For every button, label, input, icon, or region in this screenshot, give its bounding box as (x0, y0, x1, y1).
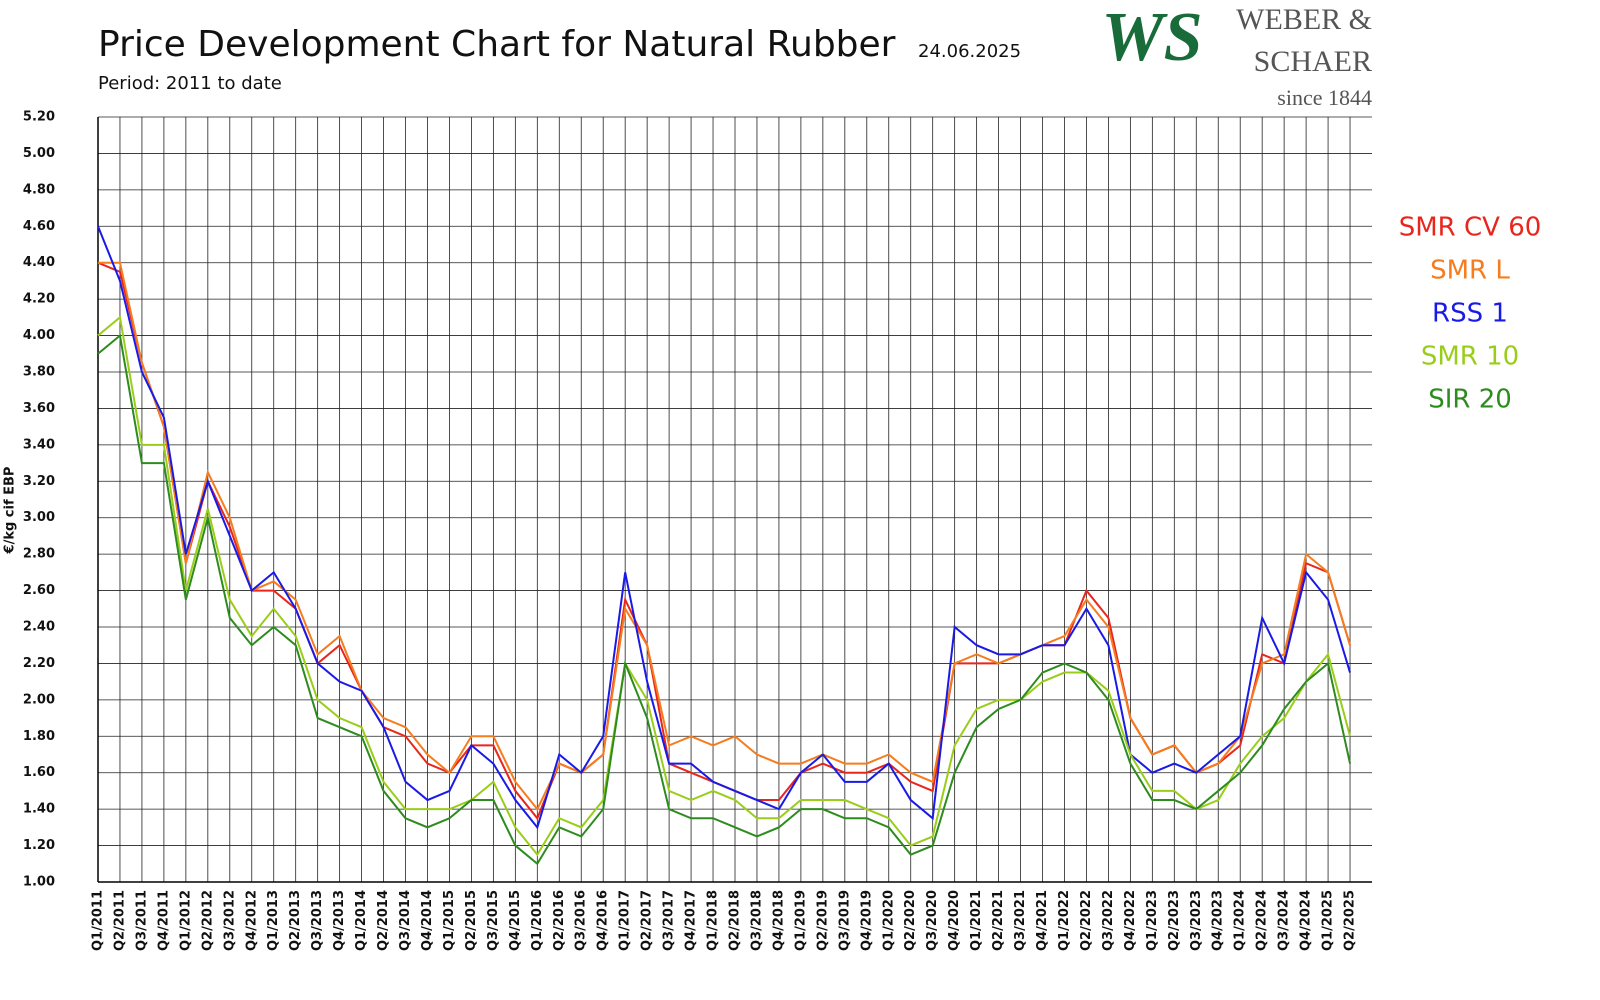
x-tick-label: Q2/2024 (1255, 890, 1270, 951)
x-tick-label: Q1/2023 (1145, 890, 1160, 951)
x-tick-label: Q2/2022 (1079, 890, 1094, 951)
y-tick-label: 4.00 (23, 328, 55, 343)
series-line (97, 261, 1351, 821)
y-tick-label: 4.80 (23, 182, 55, 197)
x-tick-label: Q1/2017 (618, 890, 633, 951)
x-tick-label: Q1/2024 (1233, 890, 1248, 951)
series-line (98, 261, 1351, 812)
x-tick-label: Q2/2020 (903, 890, 918, 951)
x-tick-label: Q2/2018 (728, 890, 743, 951)
x-tick-label: Q4/2016 (596, 890, 611, 951)
logo-since: since 1844 (1277, 85, 1372, 110)
x-tick-label: Q3/2024 (1277, 890, 1292, 951)
x-tick-label: Q1/2019 (793, 890, 808, 951)
x-tick-label: Q2/2012 (200, 890, 215, 951)
x-tick-label: Q2/2017 (640, 890, 655, 951)
y-tick-label: 5.00 (23, 146, 55, 161)
y-tick-label: 1.20 (23, 838, 55, 853)
chart-subtitle: Period: 2011 to date (98, 73, 282, 94)
logo-mark: WS (1101, 0, 1202, 76)
x-tick-label: Q3/2012 (222, 890, 237, 951)
x-tick-label: Q4/2013 (332, 890, 347, 951)
x-tick-label: Q4/2022 (1123, 890, 1138, 951)
y-tick-label: 2.60 (23, 583, 55, 598)
y-tick-label: 1.00 (23, 875, 55, 890)
x-tick-label: Q2/2013 (288, 890, 303, 951)
x-tick-label: Q2/2014 (376, 890, 391, 951)
legend-entry: SIR 20 (1428, 385, 1512, 415)
x-tick-label: Q4/2023 (1211, 890, 1226, 951)
y-tick-label: 4.60 (23, 219, 55, 234)
x-tick-label: Q1/2020 (881, 890, 896, 951)
x-tick-label: Q4/2024 (1299, 890, 1314, 951)
chart-title: Price Development Chart for Natural Rubb… (98, 24, 896, 65)
y-axis-label: €/kg cif EBP (3, 467, 18, 555)
x-tick-label: Q1/2022 (1057, 890, 1072, 951)
x-tick-label: Q4/2020 (947, 890, 962, 951)
x-tick-label: Q3/2015 (486, 890, 501, 951)
y-tick-label: 3.80 (23, 365, 55, 380)
y-tick-label: 2.00 (23, 692, 55, 707)
y-tick-label: 2.40 (23, 620, 55, 635)
x-tick-label: Q1/2018 (706, 890, 721, 951)
series-line (97, 225, 1351, 830)
x-tick-label: Q4/2021 (1035, 890, 1050, 951)
x-tick-label: Q2/2023 (1167, 890, 1182, 951)
x-tick-label: Q1/2025 (1321, 890, 1336, 951)
x-tick-label: Q1/2016 (530, 890, 545, 951)
y-tick-label: 3.60 (23, 401, 55, 416)
x-tick-label: Q1/2013 (266, 890, 281, 951)
x-tick-label: Q3/2018 (749, 890, 764, 951)
y-tick-label: 1.40 (23, 802, 55, 817)
legend-entry: SMR 10 (1421, 342, 1519, 372)
logo-line: SCHAER (1254, 45, 1372, 78)
x-tick-label: Q2/2019 (815, 890, 830, 951)
legend-entry: RSS 1 (1432, 299, 1508, 329)
x-tick-label: Q4/2018 (771, 890, 786, 951)
y-tick-label: 3.00 (23, 510, 55, 525)
x-tick-label: Q1/2021 (969, 890, 984, 951)
x-tick-label: Q3/2019 (837, 890, 852, 951)
x-tick-label: Q3/2022 (1101, 890, 1116, 951)
x-tick-label: Q3/2014 (398, 890, 413, 951)
y-tick-label: 1.80 (23, 729, 55, 744)
x-tick-label: Q4/2014 (420, 890, 435, 951)
x-tick-label: Q3/2017 (662, 890, 677, 951)
y-tick-label: 4.20 (23, 292, 55, 307)
x-tick-label: Q3/2021 (1013, 890, 1028, 951)
y-tick-label: 3.20 (23, 474, 55, 489)
x-tick-label: Q3/2011 (134, 890, 149, 951)
y-tick-label: 1.60 (23, 765, 55, 780)
logo-line: WEBER & (1236, 3, 1372, 36)
x-tick-label: Q1/2012 (178, 890, 193, 951)
y-tick-label: 5.20 (23, 110, 55, 125)
x-tick-label: Q4/2012 (244, 890, 259, 951)
x-tick-label: Q1/2011 (91, 890, 106, 951)
x-tick-label: Q3/2013 (310, 890, 325, 951)
x-tick-label: Q4/2019 (859, 890, 874, 951)
x-tick-label: Q1/2015 (442, 890, 457, 951)
y-tick-label: 3.40 (23, 437, 55, 452)
x-tick-label: Q3/2023 (1189, 890, 1204, 951)
x-tick-label: Q4/2011 (156, 890, 171, 951)
y-tick-label: 2.80 (23, 547, 55, 562)
x-tick-label: Q2/2011 (112, 890, 127, 951)
x-tick-label: Q1/2014 (354, 890, 369, 951)
legend-entry: SMR CV 60 (1399, 213, 1542, 243)
x-tick-label: Q2/2021 (991, 890, 1006, 951)
legend-entry: SMR L (1430, 256, 1510, 286)
x-tick-label: Q2/2025 (1343, 890, 1358, 951)
x-tick-label: Q3/2020 (925, 890, 940, 951)
y-tick-label: 2.20 (23, 656, 55, 671)
x-tick-label: Q3/2016 (574, 890, 589, 951)
y-tick-label: 4.40 (23, 255, 55, 270)
x-tick-label: Q4/2017 (684, 890, 699, 951)
x-tick-label: Q2/2016 (552, 890, 567, 951)
x-tick-label: Q2/2015 (464, 890, 479, 951)
series-line (97, 315, 1351, 857)
chart-date: 24.06.2025 (918, 41, 1021, 62)
series-line (97, 333, 1352, 866)
x-tick-label: Q4/2015 (508, 890, 523, 951)
